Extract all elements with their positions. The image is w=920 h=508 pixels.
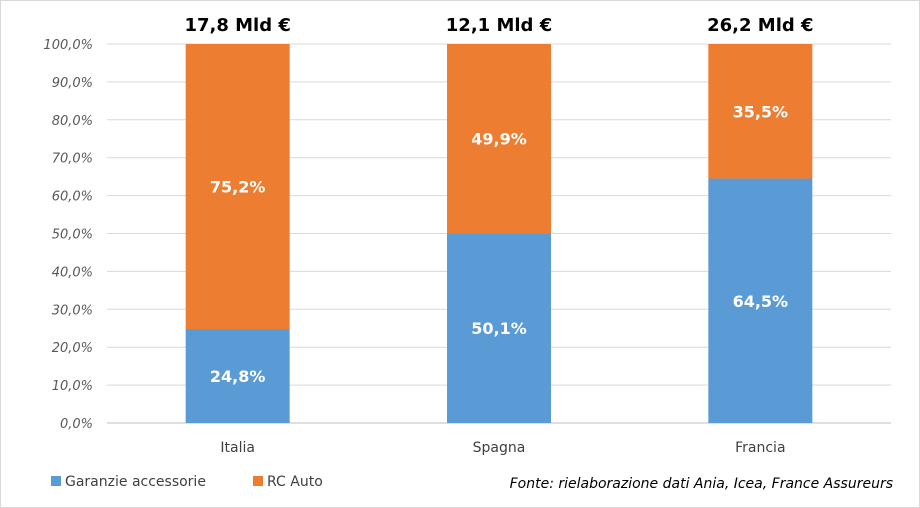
- bar-garanzie-spagna: [447, 233, 551, 423]
- total-label: 17,8 Mld €: [184, 15, 290, 36]
- x-axis-ticks: Italia Spagna Francia: [220, 440, 785, 456]
- y-axis-ticks: 0,0% 10,0% 20,0% 30,0% 40,0% 50,0% 60,0% 70,0% 8…: [43, 38, 93, 432]
- total-label: 12,1 Mld €: [446, 15, 552, 36]
- data-label: 24,8%: [210, 367, 266, 386]
- bar-rc-auto-italia: [185, 44, 290, 330]
- x-tick-label: Spagna: [473, 440, 526, 456]
- y-tick-label: 90,0%: [52, 76, 93, 91]
- data-label: 64,5%: [733, 292, 789, 311]
- bars: [185, 44, 813, 423]
- data-labels: 24,8% 75,2% 50,1% 49,9% 64,5% 35,5%: [210, 102, 788, 386]
- y-tick-label: 100,0%: [43, 38, 93, 53]
- y-tick-label: 70,0%: [52, 152, 93, 167]
- x-tick-label: Francia: [735, 440, 785, 456]
- y-tick-label: 50,0%: [52, 228, 93, 243]
- data-label: 35,5%: [733, 102, 789, 121]
- data-label: 75,2%: [210, 178, 266, 197]
- x-tick-label: Italia: [220, 440, 255, 456]
- legend-swatch: [253, 476, 263, 486]
- bar-garanzie-francia: [708, 178, 813, 423]
- source-note: Fonte: rielaborazione dati Ania, Icea, F…: [510, 476, 893, 492]
- y-tick-label: 40,0%: [52, 265, 93, 280]
- legend: Garanzie accessorie RC Auto: [51, 474, 323, 490]
- total-label: 26,2 Mld €: [707, 15, 813, 36]
- legend-label: RC Auto: [267, 474, 323, 490]
- bar-garanzie-italia: [185, 329, 290, 423]
- legend-label: Garanzie accessorie: [65, 474, 206, 490]
- y-tick-label: 0,0%: [60, 417, 93, 432]
- y-tick-label: 60,0%: [52, 190, 93, 205]
- y-tick-label: 10,0%: [52, 379, 93, 394]
- data-label: 49,9%: [471, 130, 527, 149]
- y-tick-label: 20,0%: [52, 341, 93, 356]
- totals: 17,8 Mld € 12,1 Mld € 26,2 Mld €: [184, 15, 813, 36]
- y-tick-label: 30,0%: [52, 303, 93, 318]
- bar-rc-auto-spagna: [447, 44, 551, 234]
- data-label: 50,1%: [471, 319, 527, 338]
- bar-rc-auto-francia: [708, 44, 813, 179]
- y-tick-label: 80,0%: [52, 114, 93, 129]
- legend-swatch: [51, 476, 61, 486]
